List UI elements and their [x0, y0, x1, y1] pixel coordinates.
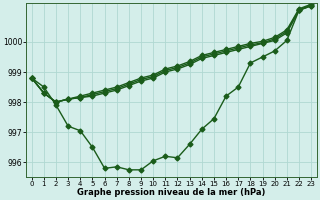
X-axis label: Graphe pression niveau de la mer (hPa): Graphe pression niveau de la mer (hPa) — [77, 188, 266, 197]
